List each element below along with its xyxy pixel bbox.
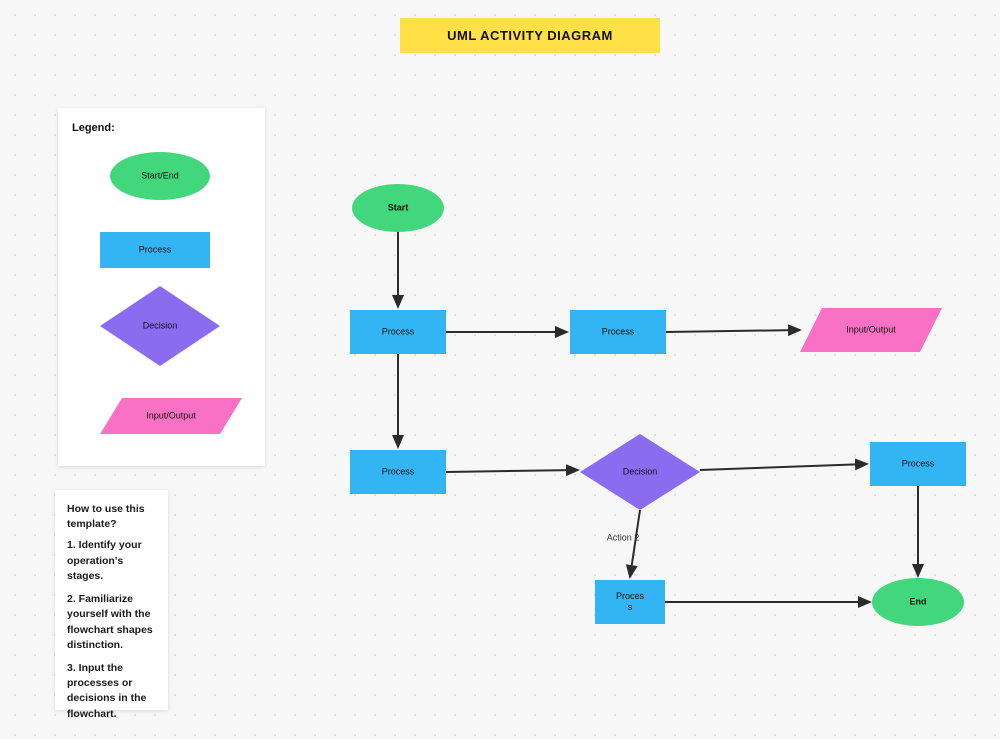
node-p5[interactable]: Process [595, 580, 665, 624]
title-banner: UML ACTIVITY DIAGRAM [400, 18, 660, 53]
edge-p2-io1 [666, 330, 800, 332]
legend-title: Legend: [58, 108, 265, 140]
svg-text:Start: Start [388, 202, 409, 212]
node-dec[interactable]: Decision [580, 434, 700, 510]
howto-step-3: 3. Input the processes or decisions in t… [67, 661, 156, 722]
node-io1[interactable]: Input/Output [800, 308, 942, 352]
node-p4[interactable]: Process [870, 442, 966, 486]
diagram-canvas: UML ACTIVITY DIAGRAM Legend: How to use … [0, 0, 1000, 739]
edge-p3-dec [446, 470, 578, 472]
howto-step-2: 2. Familiarize yourself with the flowcha… [67, 592, 156, 653]
howto-step-1: 1. Identify your operation's stages. [67, 538, 156, 584]
svg-text:Input/Output: Input/Output [846, 324, 896, 334]
svg-text:Decision: Decision [623, 466, 658, 476]
svg-text:Process: Process [382, 466, 415, 476]
node-end[interactable]: End [872, 578, 964, 626]
howto-title: How to use this template? [67, 502, 156, 532]
node-start[interactable]: Start [352, 184, 444, 232]
svg-text:Process: Process [602, 326, 635, 336]
svg-text:Proces: Proces [616, 591, 645, 601]
node-p1[interactable]: Process [350, 310, 446, 354]
howto-panel: How to use this template? 1. Identify yo… [55, 490, 168, 710]
svg-text:s: s [628, 602, 633, 612]
svg-text:Process: Process [902, 458, 935, 468]
node-p2[interactable]: Process [570, 310, 666, 354]
svg-text:Action 2: Action 2 [607, 532, 640, 542]
legend-panel: Legend: [58, 108, 265, 466]
svg-text:End: End [910, 596, 927, 606]
edge-dec-p5: Action 2 [607, 510, 640, 577]
svg-text:Process: Process [382, 326, 415, 336]
edge-dec-p4 [700, 464, 867, 470]
node-p3[interactable]: Process [350, 450, 446, 494]
title-text: UML ACTIVITY DIAGRAM [447, 28, 613, 43]
